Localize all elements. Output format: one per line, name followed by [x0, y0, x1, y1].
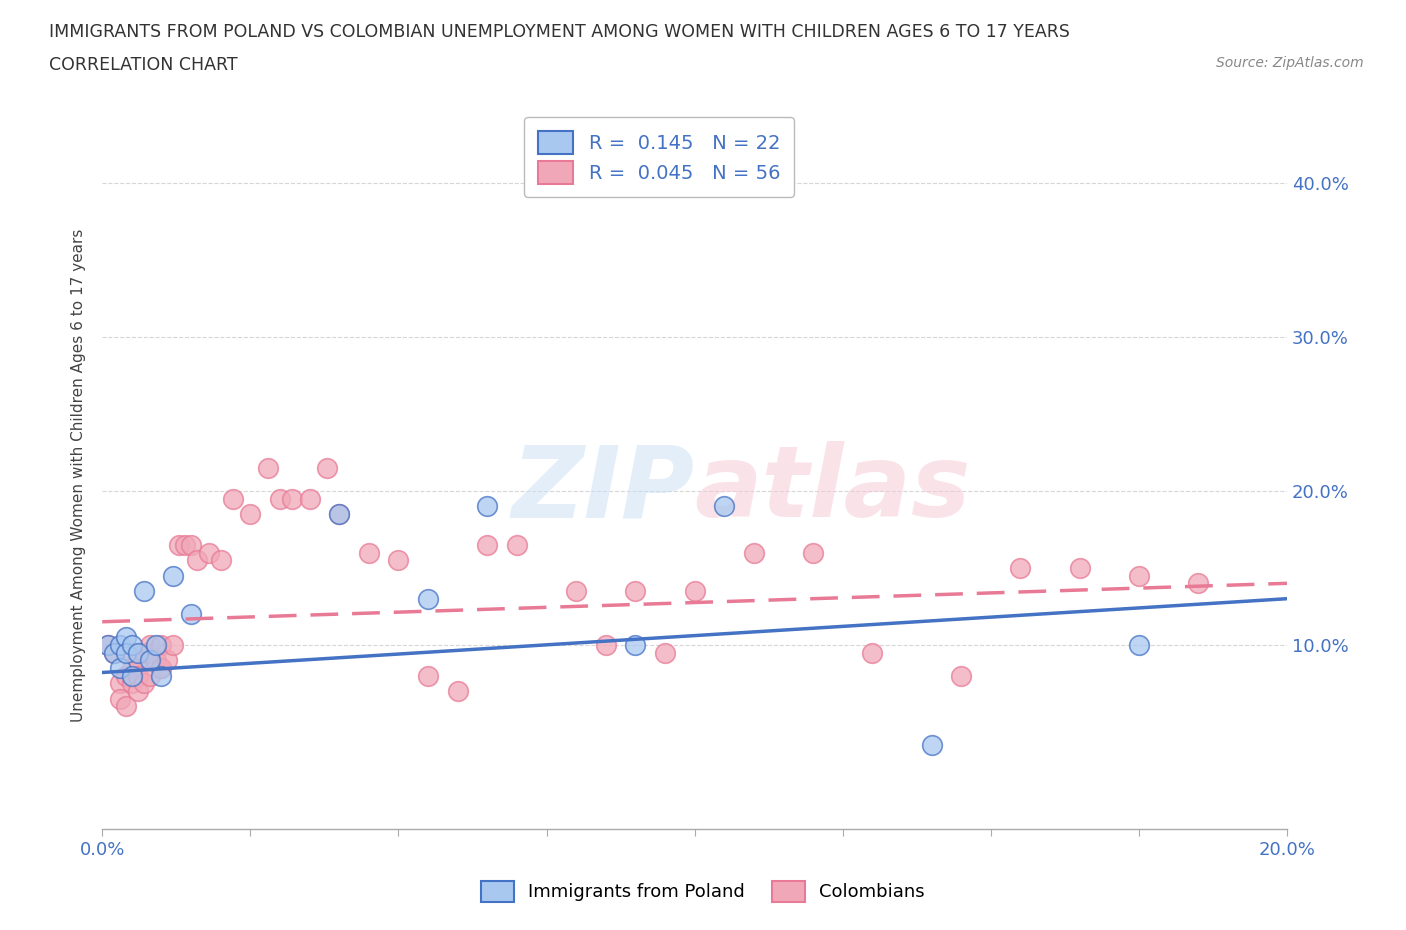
Point [108, 691, 131, 706]
Point [180, 606, 202, 621]
Point [713, 499, 735, 514]
Point [316, 460, 339, 475]
Point [150, 668, 173, 683]
Point [624, 637, 647, 652]
Point [121, 637, 143, 652]
Point [127, 653, 149, 668]
Point [1187, 576, 1209, 591]
Y-axis label: Unemployment Among Women with Children Ages 6 to 17 years: Unemployment Among Women with Children A… [72, 229, 86, 723]
Point [298, 491, 321, 506]
Point [257, 460, 280, 475]
Point [387, 552, 409, 567]
Point [108, 637, 131, 652]
Point [624, 583, 647, 598]
Point [921, 737, 943, 752]
Text: Source: ZipAtlas.com: Source: ZipAtlas.com [1216, 56, 1364, 70]
Point [132, 645, 155, 660]
Text: IMMIGRANTS FROM POLAND VS COLOMBIAN UNEMPLOYMENT AMONG WOMEN WITH CHILDREN AGES : IMMIGRANTS FROM POLAND VS COLOMBIAN UNEM… [49, 23, 1070, 41]
Point [103, 645, 125, 660]
Point [801, 545, 824, 560]
Point [138, 645, 160, 660]
Text: ZIP: ZIP [512, 442, 695, 538]
Point [115, 699, 138, 714]
Point [198, 545, 221, 560]
Point [115, 630, 138, 644]
Point [138, 668, 160, 683]
Point [108, 660, 131, 675]
Point [477, 499, 499, 514]
Point [239, 507, 262, 522]
Point [127, 668, 149, 683]
Point [97, 637, 120, 652]
Point [115, 668, 138, 683]
Point [416, 668, 439, 683]
Point [150, 660, 173, 675]
Point [121, 676, 143, 691]
Point [97, 637, 120, 652]
Point [180, 538, 202, 552]
Legend: Immigrants from Poland, Colombians: Immigrants from Poland, Colombians [467, 867, 939, 916]
Point [654, 645, 676, 660]
Point [1128, 568, 1150, 583]
Point [595, 637, 617, 652]
Point [683, 583, 706, 598]
Point [145, 637, 167, 652]
Point [477, 538, 499, 552]
Point [221, 491, 243, 506]
Point [447, 684, 470, 698]
Text: atlas: atlas [695, 442, 972, 538]
Point [127, 645, 149, 660]
Point [328, 507, 350, 522]
Point [950, 668, 973, 683]
Point [174, 538, 197, 552]
Point [186, 552, 208, 567]
Point [162, 568, 184, 583]
Point [156, 653, 179, 668]
Legend: R =  0.145   N = 22, R =  0.045   N = 56: R = 0.145 N = 22, R = 0.045 N = 56 [524, 117, 794, 197]
Point [1010, 561, 1032, 576]
Point [103, 645, 125, 660]
Point [150, 660, 173, 675]
Point [1128, 637, 1150, 652]
Point [269, 491, 291, 506]
Point [150, 637, 173, 652]
Point [127, 684, 149, 698]
Point [138, 637, 160, 652]
Point [145, 653, 167, 668]
Point [1069, 561, 1091, 576]
Point [281, 491, 304, 506]
Point [328, 507, 350, 522]
Point [108, 676, 131, 691]
Point [121, 645, 143, 660]
Point [416, 591, 439, 606]
Text: CORRELATION CHART: CORRELATION CHART [49, 56, 238, 73]
Point [742, 545, 765, 560]
Point [357, 545, 380, 560]
Point [115, 645, 138, 660]
Point [138, 653, 160, 668]
Point [162, 637, 184, 652]
Point [132, 583, 155, 598]
Point [565, 583, 588, 598]
Point [506, 538, 529, 552]
Point [121, 668, 143, 683]
Point [209, 552, 232, 567]
Point [167, 538, 190, 552]
Point [132, 676, 155, 691]
Point [860, 645, 883, 660]
Point [121, 660, 143, 675]
